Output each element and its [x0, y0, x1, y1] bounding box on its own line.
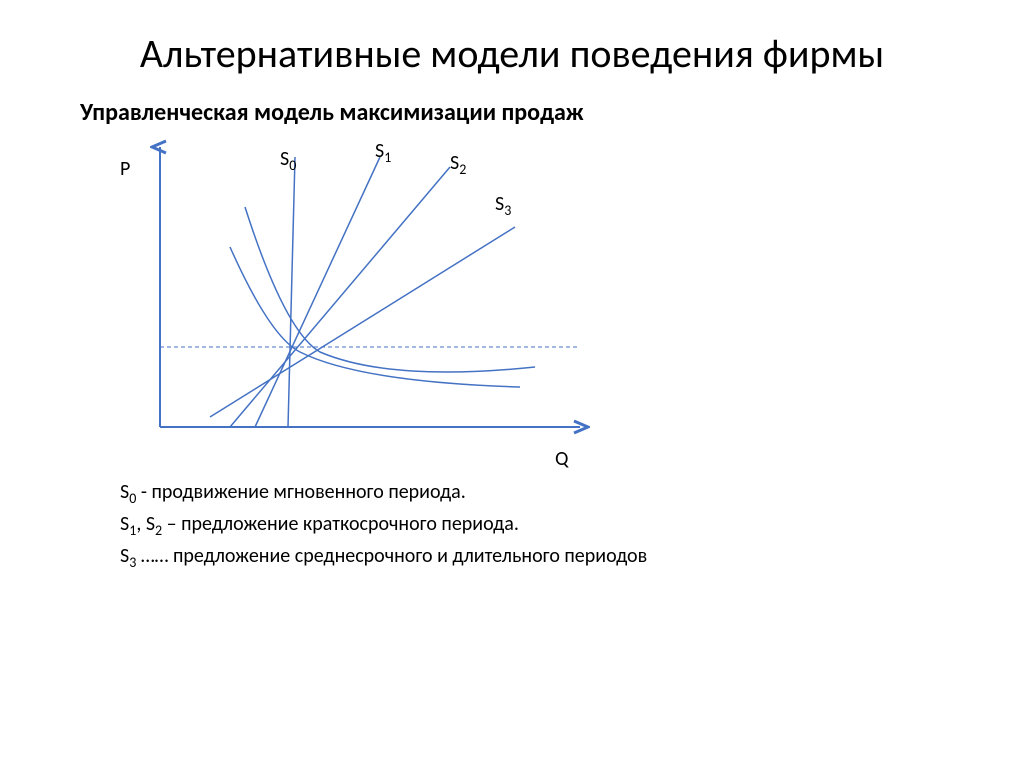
s1-label: S1	[375, 139, 391, 166]
x-axis-label: Q	[555, 447, 568, 471]
legend-line-1: S0 - продвижение мгновенного периода.	[120, 477, 964, 509]
economic-chart: P Q S0 S1 S2 S3	[100, 137, 620, 467]
s2-label: S2	[450, 151, 466, 178]
slide-subtitle: Управленческая модель максимизации прода…	[60, 98, 964, 127]
chart-svg	[100, 137, 620, 467]
slide-title: Альтернативные модели поведения фирмы	[60, 30, 964, 78]
y-axis-label: P	[120, 157, 130, 181]
s3-label: S3	[495, 192, 511, 219]
legend-line-3: S3 …… предложение среднесрочного и длите…	[120, 541, 964, 573]
slide-content: Альтернативные модели поведения фирмы Уп…	[0, 0, 1024, 603]
legend-line-2: S1, S2 – предложение краткосрочного пери…	[120, 509, 964, 541]
chart-legend: S0 - продвижение мгновенного периода. S1…	[60, 477, 964, 573]
s0-label: S0	[280, 147, 296, 174]
